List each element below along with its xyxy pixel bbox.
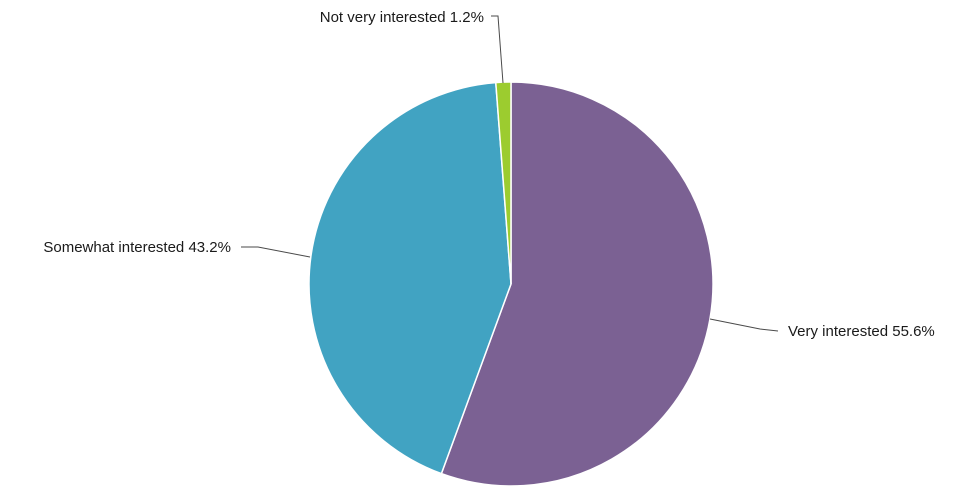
leader-line-somewhat-interested <box>241 246 311 258</box>
label-somewhat-interested: Somewhat interested 43.2% <box>43 239 231 256</box>
leader-line-not-very-interested <box>491 15 504 84</box>
pie-slices <box>308 81 714 487</box>
label-not-very-interested: Not very interested 1.2% <box>320 9 484 26</box>
leader-line-very-interested <box>709 318 779 332</box>
pie-slice-very-interested <box>440 81 714 487</box>
pie-slice-somewhat-interested <box>308 81 512 475</box>
label-very-interested: Very interested 55.6% <box>788 323 935 340</box>
slice-labels: Very interested 55.6% Somewhat intereste… <box>43 9 934 340</box>
leader-lines <box>241 15 779 332</box>
